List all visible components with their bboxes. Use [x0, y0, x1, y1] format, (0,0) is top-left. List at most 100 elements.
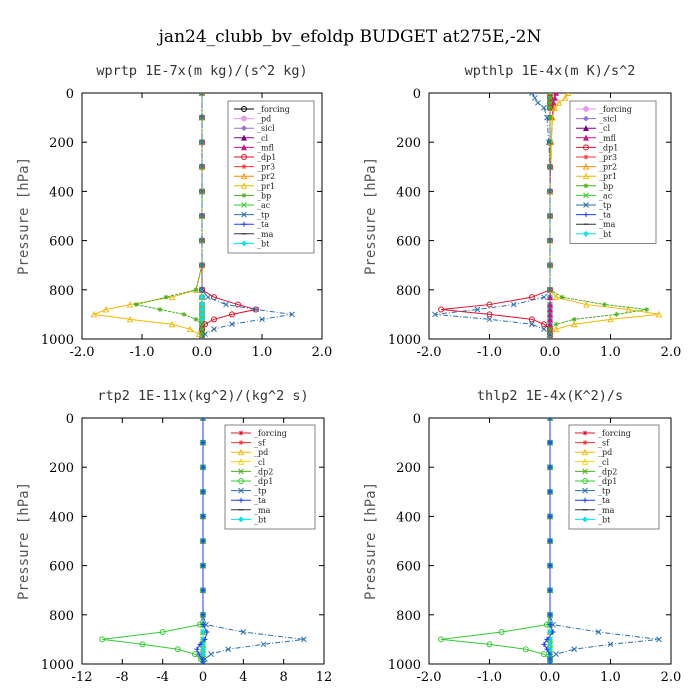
legend: _forcing_sf_pd_cl_dp2_dp1_tp_ta_ma_bt	[568, 424, 660, 530]
legend-marker	[241, 106, 247, 112]
data-point	[547, 513, 553, 519]
data-point	[199, 321, 205, 327]
data-point	[174, 646, 181, 653]
data-point	[438, 636, 445, 643]
data-point	[133, 302, 139, 308]
legend-item-ta: _ta	[576, 211, 611, 220]
legend-marker	[583, 230, 589, 237]
legend-item-dp1: _dp1	[234, 153, 276, 162]
data-point	[163, 294, 169, 300]
data-point	[564, 93, 572, 96]
legend-label: _bt	[257, 239, 270, 248]
legend-label: _dp1	[257, 153, 276, 162]
legend-item-tp: _tp	[234, 211, 269, 220]
panel-2: wpthlp 1E-4x(m K)/s^2 Pressure [hPa] -2.0 -…	[363, 63, 681, 360]
data-point	[547, 464, 553, 470]
plot-area	[438, 418, 662, 664]
x-tick-label: 0.0	[540, 670, 561, 685]
data-point	[193, 316, 199, 322]
y-tick-label: 0	[413, 87, 421, 102]
x-tick-label: -8	[116, 670, 129, 685]
data-point	[193, 287, 199, 293]
legend-item-pd: _pd	[231, 448, 268, 457]
series-tp	[432, 93, 553, 339]
data-point	[235, 301, 241, 308]
data-point	[541, 641, 547, 647]
legend-label: _ta	[598, 496, 610, 505]
y-tick-label: 600	[49, 235, 74, 250]
legend-marker	[582, 468, 588, 475]
legend-marker	[582, 440, 588, 446]
data-point	[205, 294, 211, 301]
legend-marker	[238, 516, 244, 523]
data-point	[547, 237, 553, 244]
legend-item-pr1: _pr1	[576, 172, 617, 181]
legend-marker	[583, 212, 589, 218]
data-point	[199, 93, 205, 96]
legend-label: _dp1	[254, 477, 273, 486]
data-point	[199, 336, 205, 339]
legend-label: _pr3	[599, 153, 617, 162]
legend-marker	[583, 192, 589, 199]
data-point	[300, 636, 307, 643]
legend-label: _pr1	[257, 182, 275, 191]
legend-item-cl: _cl	[576, 124, 610, 133]
data-point	[259, 316, 265, 323]
data-point	[547, 294, 553, 300]
y-tick-label: 800	[49, 284, 74, 299]
data-point	[486, 316, 493, 323]
data-point	[200, 418, 206, 421]
x-tick-label: -2.0	[416, 670, 441, 685]
series-line	[441, 93, 551, 339]
series-line	[201, 93, 293, 339]
legend-label: _bt	[599, 230, 612, 239]
legend-item-pr2: _pr2	[576, 163, 617, 172]
legend-marker	[583, 134, 589, 141]
legend-marker	[238, 430, 244, 436]
x-tick-label: 2.0	[312, 345, 333, 360]
data-point	[547, 100, 553, 106]
legend-item-sicl: _sicl	[576, 115, 617, 124]
legend-item-pr1: _pr1	[234, 182, 275, 191]
data-point	[656, 636, 662, 643]
legend-item-mfl: _mfl	[576, 134, 617, 143]
y-tick-label: 400	[396, 185, 421, 200]
legend-item-mfl: _mfl	[234, 143, 275, 152]
x-tick-label: -1.0	[477, 670, 502, 685]
legend-item-pr3: _pr3	[234, 163, 275, 172]
x-tick-label: 1.0	[600, 345, 621, 360]
legend-marker	[583, 106, 589, 112]
series-bp	[133, 93, 205, 339]
x-tick-label: -2.0	[69, 345, 94, 360]
data-point	[547, 115, 553, 121]
legend-label: _pr2	[599, 163, 617, 172]
x-tick-label: 0.0	[192, 345, 213, 360]
legend-label: _ta	[257, 220, 269, 229]
y-tick-label: 400	[49, 510, 74, 525]
data-point	[223, 301, 229, 308]
series-dp1	[438, 93, 553, 339]
legend-marker	[582, 478, 588, 484]
legend-marker	[241, 240, 247, 247]
data-point	[547, 213, 553, 219]
series-ta	[194, 418, 210, 664]
x-tick-label: -4	[156, 670, 169, 685]
legend-marker	[582, 163, 590, 170]
legend-item-bt: _bt	[231, 515, 267, 524]
data-point	[583, 301, 590, 308]
y-tick-label: 400	[396, 510, 421, 525]
legend-label: _forcing	[599, 105, 632, 114]
data-point	[126, 315, 134, 323]
data-point	[607, 641, 614, 648]
data-point	[547, 622, 553, 628]
plot-area	[432, 93, 663, 339]
data-point	[199, 656, 205, 662]
data-point	[559, 294, 565, 300]
series-dp1	[438, 418, 553, 664]
panel-1: wprtp 1E-7x(m kg)/(s^2 kg) Pressure [hPa]…	[16, 63, 332, 360]
legend-item-dp2: _dp2	[575, 467, 617, 476]
data-point	[438, 306, 445, 313]
legend-label: _sicl	[257, 124, 275, 133]
legend-label: _dp1	[599, 143, 618, 152]
data-point	[522, 646, 529, 653]
